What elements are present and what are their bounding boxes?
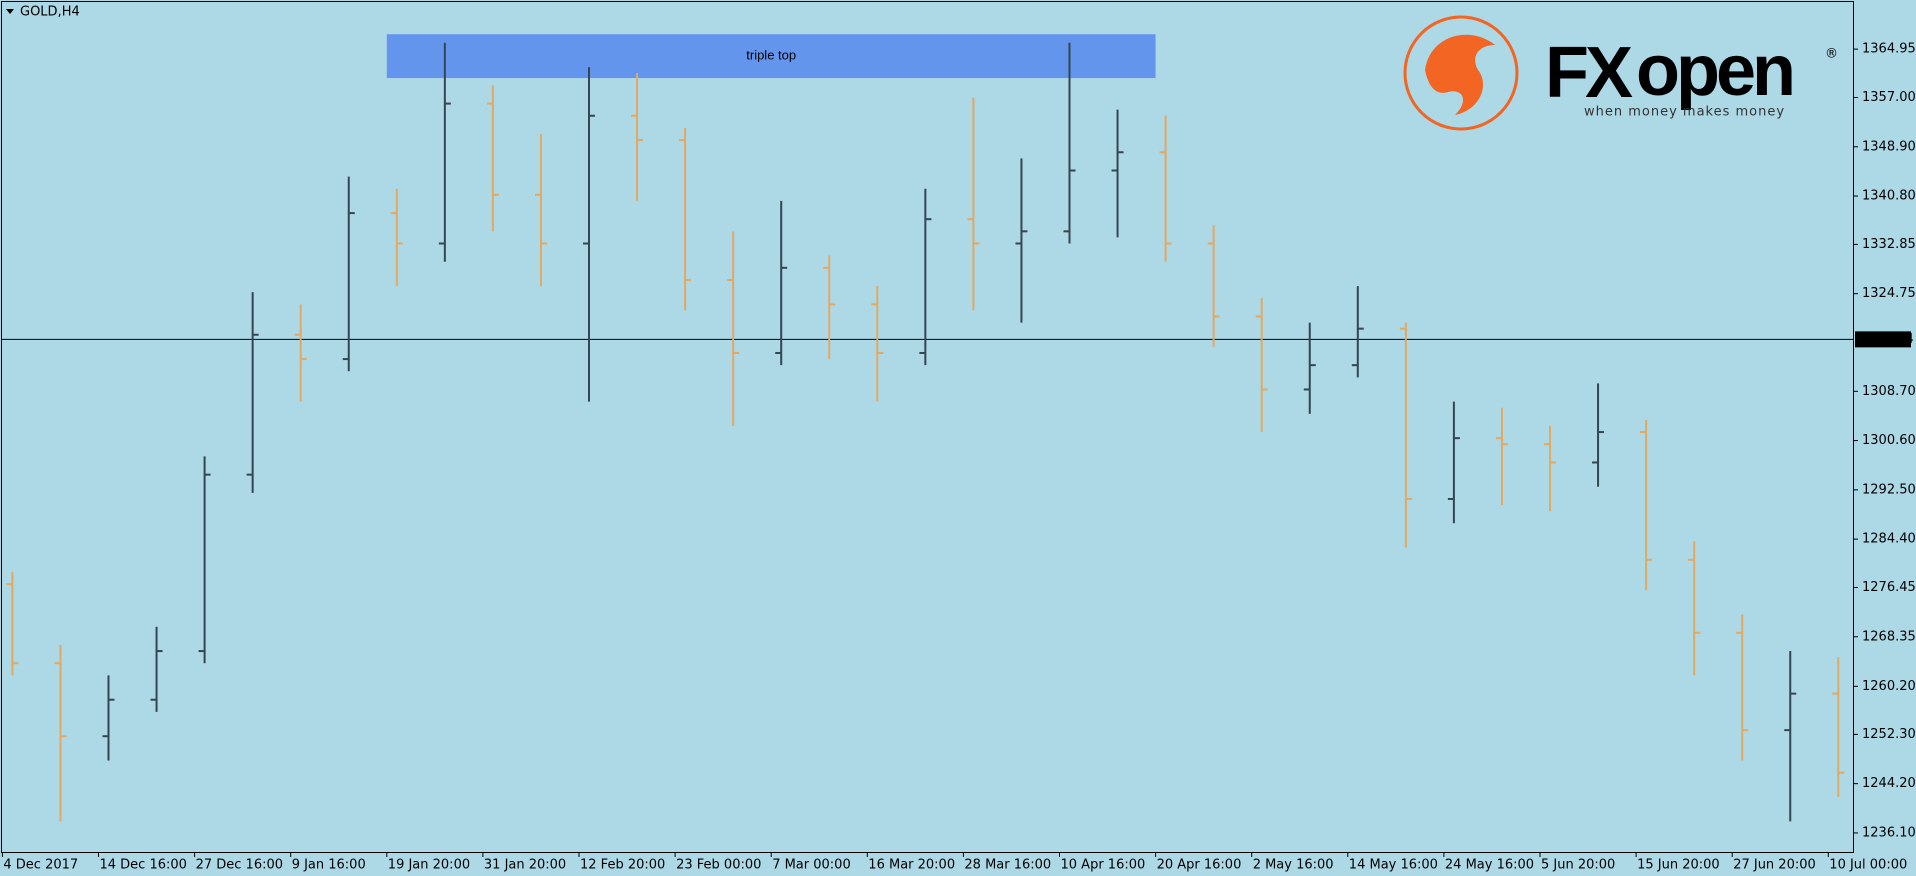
x-tick-label: 5 Jun 20:00: [1541, 858, 1615, 873]
ohlc-bar: [438, 42, 451, 262]
annotation-label: triple top: [746, 48, 796, 63]
ohlc-bar: [1255, 298, 1268, 433]
ohlc-bar: [871, 286, 884, 402]
x-tick-label: 23 Feb 00:00: [676, 858, 761, 873]
logo-tagline: when money makes money: [1584, 105, 1785, 120]
ohlc-bar: [294, 304, 307, 402]
y-tick-label: 1308.70: [1862, 384, 1916, 399]
x-tick-label: 24 May 16:00: [1445, 858, 1534, 873]
x-tick-label: 10 Apr 16:00: [1061, 858, 1146, 873]
x-tick-label: 4 Dec 2017: [3, 858, 78, 873]
x-tick-label: 14 Dec 16:00: [100, 858, 187, 873]
x-tick-label: 2 May 16:00: [1253, 858, 1334, 873]
y-tick-label: 1340.80: [1862, 189, 1916, 204]
x-tick-label: 12 Feb 20:00: [580, 858, 665, 873]
current-price-label: 1317.24: [1860, 332, 1914, 347]
x-tick-label: 27 Dec 16:00: [196, 858, 283, 873]
ohlc-bar: [150, 626, 163, 712]
plot-frame: [1, 1, 1854, 853]
y-tick-label: 1268.35: [1862, 629, 1916, 644]
logo: FX open ® when money makes money: [1403, 15, 1838, 131]
ohlc-bar: [919, 188, 932, 366]
y-tick-label: 1357.00: [1862, 90, 1916, 105]
y-tick-label: 1332.85: [1862, 237, 1916, 252]
x-tick-label: 19 Jan 20:00: [388, 858, 470, 873]
y-tick-label: 1252.30: [1862, 727, 1916, 742]
ohlc-bar: [1832, 657, 1845, 798]
ohlc-bar: [1736, 614, 1749, 761]
ohlc-bar: [1544, 425, 1556, 512]
logo-registered: ®: [1825, 47, 1838, 62]
ohlc-bar: [775, 200, 788, 366]
ohlc-bar: [727, 231, 740, 426]
ohlc-bar: [1495, 407, 1508, 506]
ohlc-bar: [583, 67, 595, 402]
symbol-menu-arrow: [6, 9, 14, 14]
ohlc-bar: [823, 255, 836, 360]
y-tick-label: 1236.10: [1862, 825, 1916, 840]
ohlc-bar: [1640, 419, 1653, 591]
x-tick-label: 27 Jun 20:00: [1733, 858, 1816, 873]
logo-ring: [1403, 15, 1519, 131]
x-tick-label: 10 Jul 00:00: [1829, 858, 1907, 873]
ohlc-bar: [1207, 225, 1220, 347]
y-tick-label: 1284.40: [1862, 532, 1916, 547]
logo-bull: [1425, 34, 1495, 115]
ohlc-bar: [1015, 158, 1028, 323]
ohlc-bar: [631, 73, 644, 201]
y-tick-label: 1260.20: [1862, 679, 1916, 694]
ohlc-bar: [1399, 322, 1412, 548]
y-tick-label: 1348.90: [1862, 139, 1916, 154]
ohlc-bar: [679, 127, 692, 311]
ohlc-bar: [1351, 286, 1364, 378]
y-tick-label: 1300.60: [1862, 433, 1916, 448]
ohlc-bar: [198, 456, 211, 664]
x-tick-label: 14 May 16:00: [1349, 858, 1438, 873]
ohlc-bar: [6, 571, 19, 676]
x-tick-label: 16 Mar 20:00: [868, 858, 955, 873]
ohlc-bar: [342, 176, 355, 372]
ohlc-bar: [246, 292, 259, 493]
ohlc-bar: [1784, 651, 1797, 822]
ohlc-bar: [102, 675, 115, 761]
annotation-zone: [386, 34, 1156, 79]
y-tick-label: 1292.50: [1862, 482, 1916, 497]
logo-brand-fx: FX: [1545, 33, 1633, 113]
ohlc-bar: [1592, 383, 1605, 487]
x-tick-label: 28 Mar 16:00: [964, 858, 1051, 873]
ohlc-bar: [54, 644, 67, 822]
ohlc-bar: [1159, 115, 1172, 262]
y-tick-label: 1276.45: [1862, 580, 1916, 595]
ohlc-bar: [1303, 322, 1316, 414]
x-tick-label: 7 Mar 00:00: [772, 858, 851, 873]
y-tick-label: 1364.95: [1862, 42, 1916, 57]
ohlc-bar: [967, 97, 980, 311]
symbol-label: GOLD,H4: [20, 5, 80, 20]
x-tick-label: 9 Jan 16:00: [292, 858, 366, 873]
ohlc-bar: [390, 188, 403, 287]
y-tick-label: 1244.20: [1862, 776, 1916, 791]
ohlc-bar: [1447, 401, 1460, 524]
y-tick-label: 1324.75: [1862, 286, 1916, 301]
ohlc-bar: [486, 85, 499, 232]
ohlc-bar: [1111, 109, 1124, 238]
ohlc-bar: [534, 133, 547, 287]
current-price-box: [1855, 331, 1911, 348]
x-tick-label: 31 Jan 20:00: [484, 858, 566, 873]
logo-brand-open: open: [1636, 31, 1792, 111]
x-tick-label: 20 Apr 16:00: [1157, 858, 1242, 873]
ohlc-bar: [1063, 42, 1076, 244]
ohlc-bar: [1688, 541, 1701, 676]
x-tick-label: 15 Jun 20:00: [1637, 858, 1720, 873]
